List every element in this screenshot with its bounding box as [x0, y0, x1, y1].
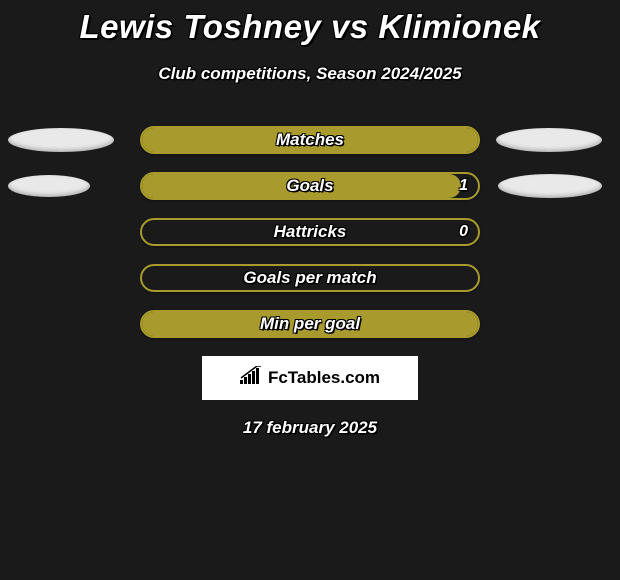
right-ellipse	[496, 128, 602, 152]
stat-row: Hattricks0	[0, 218, 620, 246]
stat-bar-label: Matches	[142, 128, 478, 152]
stat-bar-label: Goals	[142, 174, 478, 198]
stat-bar-value: 0	[459, 220, 468, 244]
stat-row: Goals1	[0, 172, 620, 200]
stat-bar: Matches	[140, 126, 480, 154]
stat-row: Goals per match	[0, 264, 620, 292]
stat-bar: Min per goal	[140, 310, 480, 338]
stat-row: Matches	[0, 126, 620, 154]
brand-text: FcTables.com	[268, 368, 380, 388]
stat-bar: Hattricks0	[140, 218, 480, 246]
stat-bar: Goals per match	[140, 264, 480, 292]
stat-bar-value: 1	[459, 174, 468, 198]
subtitle: Club competitions, Season 2024/2025	[0, 64, 620, 84]
left-ellipse	[8, 128, 114, 152]
stat-bar: Goals1	[140, 172, 480, 200]
brand-box: FcTables.com	[202, 356, 418, 400]
stat-bar-label: Goals per match	[142, 266, 478, 290]
stat-bar-label: Hattricks	[142, 220, 478, 244]
right-ellipse	[498, 174, 602, 198]
stat-rows: Matches Goals1 Hattricks0 Goals per match Mi…	[0, 126, 620, 338]
date-text: 17 february 2025	[0, 418, 620, 438]
stat-bar-label: Min per goal	[142, 312, 478, 336]
stat-row: Min per goal	[0, 310, 620, 338]
left-ellipse	[8, 175, 90, 197]
bar-chart-icon	[240, 366, 264, 391]
page-title: Lewis Toshney vs Klimionek	[0, 0, 620, 46]
